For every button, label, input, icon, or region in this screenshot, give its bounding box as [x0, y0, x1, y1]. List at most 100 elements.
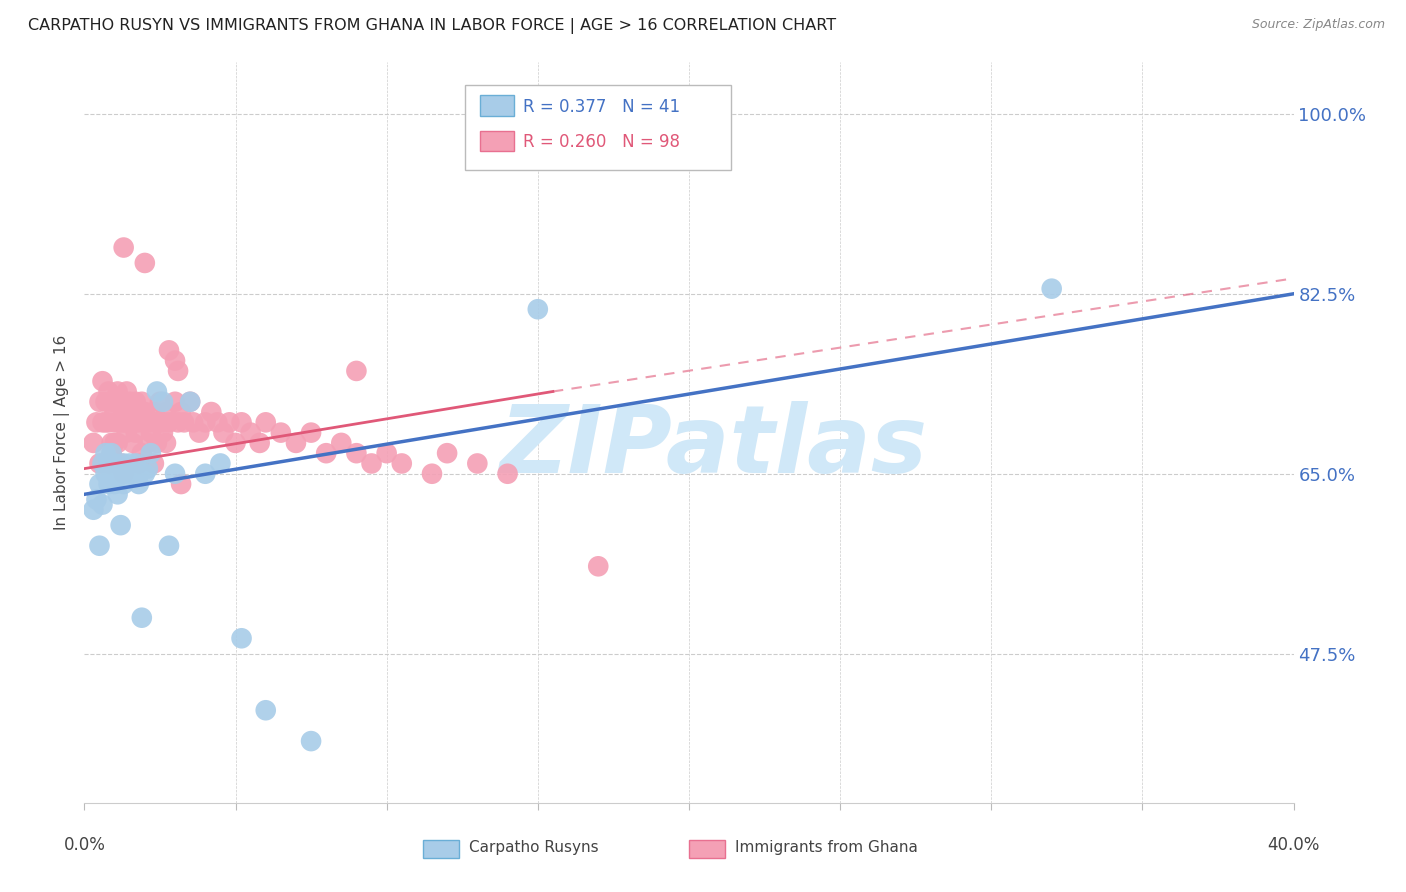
Point [225, 436, 247, 450]
Point [155, 405, 177, 419]
Point [107, 487, 129, 501]
Point [1040, 282, 1063, 296]
Point [231, 415, 253, 429]
Point [170, 405, 193, 419]
Point [104, 405, 127, 419]
Point [167, 364, 190, 378]
Point [100, 446, 122, 460]
Point [118, 405, 141, 419]
Point [97, 457, 120, 471]
Point [254, 703, 277, 717]
Point [110, 394, 132, 409]
Point [100, 436, 122, 450]
Point [330, 436, 353, 450]
Point [112, 477, 135, 491]
Point [128, 405, 150, 419]
Point [157, 415, 180, 429]
Point [110, 415, 132, 429]
Text: R = 0.260   N = 98: R = 0.260 N = 98 [523, 133, 681, 151]
Point [149, 415, 172, 429]
Point [155, 436, 177, 450]
Y-axis label: In Labor Force | Age > 16: In Labor Force | Age > 16 [55, 335, 70, 530]
Point [139, 425, 162, 440]
Point [157, 539, 180, 553]
Point [110, 467, 132, 481]
Point [139, 446, 162, 460]
Point [91, 415, 114, 429]
Point [115, 415, 138, 429]
Point [121, 415, 143, 429]
Point [218, 415, 240, 429]
Point [152, 425, 174, 440]
Point [97, 384, 120, 399]
Point [165, 394, 187, 409]
Point [134, 256, 156, 270]
Text: 40.0%: 40.0% [1267, 836, 1320, 855]
Point [131, 446, 153, 460]
Bar [689, 840, 725, 858]
Point [527, 302, 550, 317]
Point [89, 539, 111, 553]
Point [200, 405, 222, 419]
Point [121, 436, 143, 450]
Point [110, 457, 132, 471]
Point [207, 415, 229, 429]
Point [239, 425, 262, 440]
Point [136, 415, 159, 429]
Point [89, 394, 111, 409]
Point [194, 415, 217, 429]
Point [299, 734, 322, 748]
Text: CARPATHO RUSYN VS IMMIGRANTS FROM GHANA IN LABOR FORCE | AGE > 16 CORRELATION CH: CARPATHO RUSYN VS IMMIGRANTS FROM GHANA … [28, 18, 837, 34]
Point [86, 415, 108, 429]
Point [104, 436, 127, 450]
Point [194, 467, 217, 481]
Bar [479, 130, 513, 152]
Point [134, 415, 156, 429]
Point [118, 394, 141, 409]
Text: Carpatho Rusyns: Carpatho Rusyns [468, 840, 599, 855]
Point [360, 457, 382, 471]
Point [270, 425, 292, 440]
Point [91, 457, 114, 471]
Point [82, 436, 104, 450]
Point [115, 384, 138, 399]
Point [97, 477, 120, 491]
Point [112, 240, 135, 255]
Point [128, 477, 150, 491]
Point [146, 384, 169, 399]
Point [131, 394, 153, 409]
Point [86, 492, 108, 507]
Point [165, 467, 187, 481]
Point [104, 477, 127, 491]
Point [107, 436, 129, 450]
Text: Source: ZipAtlas.com: Source: ZipAtlas.com [1251, 18, 1385, 31]
Point [107, 384, 129, 399]
Point [118, 415, 141, 429]
Point [467, 457, 489, 471]
Point [94, 467, 117, 481]
Point [134, 467, 156, 481]
Point [157, 343, 180, 358]
Bar [423, 840, 460, 858]
Text: ZIPatlas: ZIPatlas [499, 401, 927, 493]
Point [173, 415, 195, 429]
Point [82, 502, 104, 516]
Point [299, 425, 322, 440]
Point [94, 446, 117, 460]
Point [128, 457, 150, 471]
Point [125, 415, 148, 429]
Point [104, 457, 127, 471]
Point [97, 415, 120, 429]
Point [94, 415, 117, 429]
Point [91, 374, 114, 388]
Point [142, 405, 165, 419]
Point [104, 415, 127, 429]
Point [125, 457, 148, 471]
Point [125, 425, 148, 440]
Point [107, 461, 129, 475]
Point [249, 436, 271, 450]
Point [142, 457, 165, 471]
Point [112, 415, 135, 429]
Point [112, 457, 135, 471]
Bar [479, 95, 513, 116]
